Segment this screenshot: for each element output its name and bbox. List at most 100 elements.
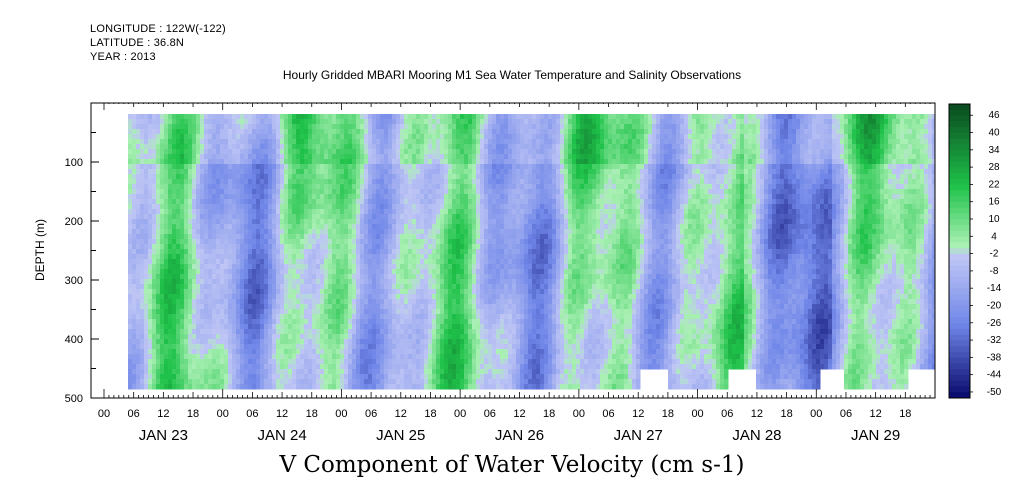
heatmap-cell — [480, 164, 485, 170]
heatmap-cell — [280, 129, 285, 135]
heatmap-cell — [448, 184, 453, 190]
heatmap-cell — [216, 139, 221, 145]
heatmap-cell — [128, 219, 133, 225]
heatmap-cell — [180, 269, 185, 275]
heatmap-cell — [396, 239, 401, 245]
heatmap-cell — [172, 229, 177, 235]
heatmap-cell — [388, 249, 393, 255]
heatmap-cell — [144, 194, 149, 200]
heatmap-cell — [188, 224, 193, 230]
heatmap-cell — [324, 314, 329, 320]
heatmap-cell — [180, 349, 185, 355]
heatmap-cell — [380, 314, 385, 320]
heatmap-cell — [348, 359, 353, 365]
heatmap-cell — [328, 129, 333, 135]
heatmap-cell — [168, 259, 173, 265]
heatmap-cell — [356, 319, 361, 325]
heatmap-cell — [164, 309, 169, 315]
heatmap-cell — [476, 309, 481, 315]
heatmap-cell — [480, 144, 485, 150]
heatmap-cell — [328, 164, 333, 170]
heatmap-cell — [392, 319, 397, 325]
heatmap-cell — [156, 234, 161, 240]
heatmap-cell — [240, 274, 245, 280]
heatmap-cell — [208, 274, 213, 280]
heatmap-cell — [376, 229, 381, 235]
heatmap-cell — [456, 339, 461, 345]
heatmap-cell — [192, 359, 197, 365]
heatmap-cell — [324, 289, 329, 295]
heatmap-cell — [408, 239, 413, 245]
heatmap-cell — [164, 199, 169, 205]
heatmap-cell — [332, 204, 337, 210]
heatmap-cell — [172, 329, 177, 335]
heatmap-cell — [156, 309, 161, 315]
heatmap-cell — [488, 289, 493, 295]
heatmap-cell — [240, 219, 245, 225]
heatmap-cell — [412, 129, 417, 135]
heatmap-cell — [388, 189, 393, 195]
heatmap-cell — [404, 279, 409, 285]
heatmap-cell — [340, 239, 345, 245]
heatmap-cell — [396, 344, 401, 350]
heatmap-cell — [372, 374, 377, 380]
heatmap-cell — [348, 314, 353, 320]
heatmap-cell — [196, 244, 201, 250]
heatmap-cell — [272, 344, 277, 350]
heatmap-cell — [376, 259, 381, 265]
heatmap-cell — [484, 324, 489, 330]
heatmap-cell — [416, 254, 421, 260]
heatmap-cell — [488, 234, 493, 240]
heatmap-cell — [284, 234, 289, 240]
heatmap-cell — [456, 204, 461, 210]
heatmap-cell — [348, 214, 353, 220]
heatmap-cell — [460, 174, 465, 180]
heatmap-cell — [172, 349, 177, 355]
heatmap-cell — [300, 184, 305, 190]
heatmap-cell — [480, 369, 485, 375]
heatmap-cell — [380, 114, 385, 120]
heatmap-cell — [156, 279, 161, 285]
heatmap-cell — [400, 259, 405, 265]
heatmap-cell — [340, 334, 345, 340]
heatmap-cell — [388, 194, 393, 200]
heatmap-cell — [156, 259, 161, 265]
heatmap-cell — [200, 139, 205, 145]
heatmap-cell — [300, 129, 305, 135]
heatmap-cell — [136, 149, 141, 155]
heatmap-cell — [416, 259, 421, 265]
heatmap-cell — [372, 194, 377, 200]
heatmap-cell — [176, 164, 181, 170]
heatmap-cell — [392, 259, 397, 265]
heatmap-cell — [228, 129, 233, 135]
heatmap-cell — [380, 209, 385, 215]
heatmap-cell — [272, 324, 277, 330]
heatmap-cell — [336, 289, 341, 295]
heatmap-cell — [456, 239, 461, 245]
heatmap-cell — [200, 354, 205, 360]
heatmap-cell — [292, 199, 297, 205]
heatmap-cell — [216, 369, 221, 375]
heatmap-cell — [452, 204, 457, 210]
heatmap-cell — [364, 349, 369, 355]
heatmap-cell — [232, 354, 237, 360]
heatmap-cell — [144, 264, 149, 270]
heatmap-cell — [152, 194, 157, 200]
heatmap-cell — [316, 354, 321, 360]
heatmap-cell — [468, 329, 473, 335]
heatmap-cell — [452, 264, 457, 270]
heatmap-cell — [480, 249, 485, 255]
heatmap-cell — [344, 299, 349, 305]
heatmap-cell — [356, 339, 361, 345]
heatmap-cell — [328, 204, 333, 210]
heatmap-cell — [464, 159, 469, 165]
heatmap-cell — [416, 119, 421, 125]
heatmap-cell — [440, 214, 445, 220]
heatmap-cell — [340, 259, 345, 265]
heatmap-cell — [320, 149, 325, 155]
heatmap-cell — [192, 319, 197, 325]
heatmap-cell — [248, 179, 253, 185]
heatmap-cell — [252, 189, 257, 195]
heatmap-cell — [128, 214, 133, 220]
heatmap-cell — [128, 304, 133, 310]
